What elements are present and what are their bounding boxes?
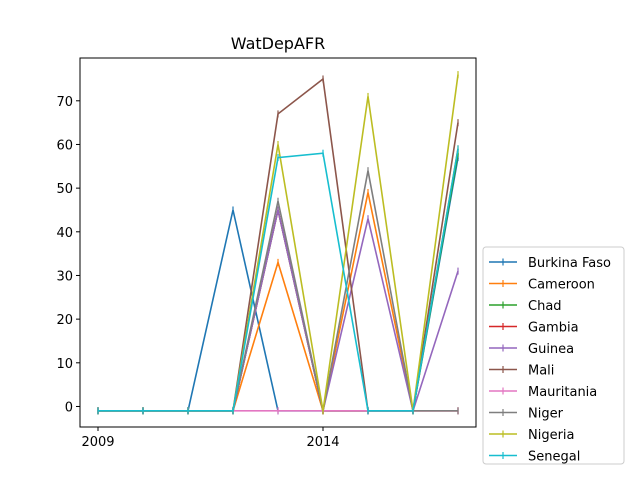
y-tick-label: 30: [56, 269, 73, 284]
y-tick-label: 40: [56, 226, 73, 241]
axes: 0 10 20 30 40 50 60 70 2009 2014: [56, 95, 339, 450]
chart-title: WatDepAFR: [231, 34, 325, 53]
legend-label: Cameroon: [528, 278, 595, 293]
legend-label: Niger: [528, 407, 564, 422]
series-niger: [97, 167, 459, 415]
plot-area: [97, 71, 459, 415]
series-senegal: [97, 145, 459, 415]
series-line: [98, 209, 459, 414]
series-gambia: [97, 206, 459, 415]
legend: Burkina Faso Cameroon Chad Gambia Guinea Mali…: [482, 246, 625, 465]
legend-label: Gambia: [528, 321, 579, 336]
legend-label: Guinea: [528, 342, 574, 357]
legend-box: [482, 246, 625, 465]
plot-frame: [79, 57, 477, 428]
series-line: [98, 209, 458, 412]
legend-label: Mali: [528, 364, 554, 379]
legend-label: Chad: [528, 299, 562, 314]
y-tick-label: 70: [56, 95, 73, 110]
x-tick-label: 2014: [306, 435, 339, 450]
series-guinea: [97, 206, 459, 415]
y-tick-label: 50: [56, 182, 73, 197]
y-tick-label: 0: [65, 400, 73, 415]
legend-label: Mauritania: [528, 385, 597, 400]
y-tick-label: 60: [56, 138, 73, 153]
legend-label: Burkina Faso: [528, 256, 611, 271]
x-tick-label: 2009: [81, 435, 114, 450]
y-tick-label: 10: [56, 357, 73, 372]
y-tick-label: 20: [56, 313, 73, 328]
legend-label: Senegal: [528, 450, 580, 465]
legend-label: Nigeria: [528, 428, 575, 443]
